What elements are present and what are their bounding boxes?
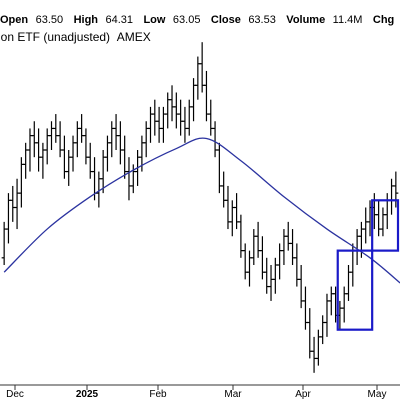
volume-label: Volume [286,14,325,26]
highlight-boxes [336,199,400,331]
open-label: Open [0,14,28,26]
x-tick-label: Dec [6,389,24,400]
high-value: 64.31 [105,14,133,26]
change-label: Chg [373,14,394,26]
instrument-name: ion ETF (unadjusted) [0,30,110,44]
price-bar [393,171,399,208]
x-tick-label: Apr [295,389,311,400]
open-value: 63.50 [36,14,64,26]
low-label: Low [143,14,165,26]
moving-average-line [3,137,400,284]
x-axis-ticks: Dec 2025 Feb Mar Apr May [6,385,386,400]
ohlc-header: Open 63.50 High 64.31 Low 63.05 Close 63… [0,10,394,27]
x-tick-label: May [368,389,387,400]
x-tick-label: Mar [224,389,242,400]
close-label: Close [211,14,241,26]
ohlc-header-text: Open 63.50 High 64.31 Low 63.05 Close 63… [0,10,394,27]
exchange-name: AMEX [117,30,151,44]
highlight-box [371,199,400,252]
volume-value: 11.4M [333,14,363,26]
chart-title: ion ETF (unadjusted) AMEX [0,30,151,44]
close-value: 63.53 [248,14,276,26]
x-tick-label: Feb [149,389,167,400]
low-value: 63.05 [173,14,201,26]
x-tick-label: 2025 [76,389,99,400]
high-label: High [74,14,99,26]
highlight-box [336,249,374,331]
